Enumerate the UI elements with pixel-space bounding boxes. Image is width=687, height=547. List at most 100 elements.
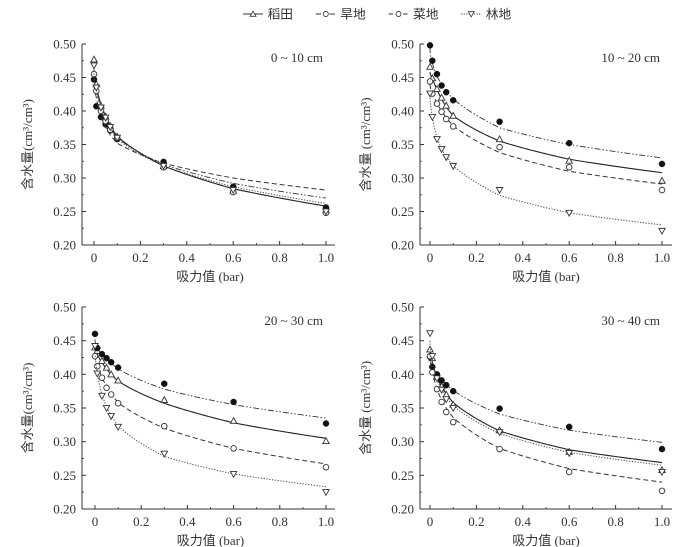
data-point xyxy=(565,423,573,431)
x-axis-label: 吸力值 (bar) xyxy=(177,533,245,547)
data-point xyxy=(449,387,457,395)
x-tick-label: 0.4 xyxy=(179,514,196,529)
data-point xyxy=(229,416,238,424)
fit-curve xyxy=(429,355,663,443)
x-tick-label: 0.4 xyxy=(179,250,196,265)
data-point xyxy=(565,139,573,147)
legend-label: 旱地 xyxy=(340,8,366,22)
series-3 xyxy=(91,343,330,497)
data-point xyxy=(322,208,330,216)
data-point xyxy=(658,445,666,453)
data-point xyxy=(442,381,450,389)
data-point xyxy=(496,143,503,151)
series-0 xyxy=(426,62,666,184)
data-point xyxy=(449,162,458,171)
chart-legend: 稻田 旱地 菜地 林地 xyxy=(243,8,511,22)
data-point xyxy=(98,350,106,358)
fit-curve xyxy=(94,347,327,488)
data-point xyxy=(565,450,574,458)
fit-curve xyxy=(429,92,663,226)
y-tick-label: 0.45 xyxy=(391,70,414,85)
data-point xyxy=(438,108,445,115)
data-point xyxy=(658,487,666,495)
data-point xyxy=(322,420,330,427)
data-point xyxy=(658,176,666,184)
fit-curve xyxy=(94,355,327,465)
data-point xyxy=(93,370,102,378)
data-point xyxy=(97,356,106,364)
fit-curve xyxy=(429,72,663,174)
data-point xyxy=(322,436,330,445)
panel-3: 0.20 0.25 0.30 0.35 0.40 0.45 0.50 0 0.2 0.4 0.6 0.… xyxy=(358,300,672,547)
legend-label: 稻田 xyxy=(268,8,293,22)
data-point xyxy=(102,404,111,413)
x-tick-label: 0.6 xyxy=(561,250,578,265)
y-tick-label: 0.30 xyxy=(53,434,76,449)
fit-curve xyxy=(429,354,663,483)
legend-item-2: 菜地 xyxy=(388,8,439,22)
data-point xyxy=(91,343,99,351)
data-point xyxy=(114,423,123,431)
data-point xyxy=(107,358,115,366)
y-tick-label: 0.20 xyxy=(391,238,414,253)
data-point xyxy=(107,370,116,378)
x-tick-label: 0.8 xyxy=(607,514,623,529)
y-tick-label: 0.40 xyxy=(53,104,76,119)
fit-curve xyxy=(429,347,663,464)
x-tick-label: 0.8 xyxy=(272,514,288,529)
panel-1: 0.20 0.25 0.30 0.35 0.40 0.45 0.50 0 0.2 0.4 0.6 0.… xyxy=(358,37,672,284)
data-point xyxy=(426,330,434,338)
data-point xyxy=(496,445,503,453)
y-tick-label: 0.20 xyxy=(391,502,414,517)
data-point xyxy=(432,136,441,144)
data-point xyxy=(97,392,106,401)
data-point xyxy=(442,101,451,109)
y-tick-label: 0.35 xyxy=(53,401,76,416)
data-point xyxy=(495,135,504,143)
data-point xyxy=(432,84,441,92)
legend-item-3: 林地 xyxy=(461,8,511,22)
data-point xyxy=(442,396,451,404)
data-point xyxy=(437,93,446,101)
y-tick-label: 0.50 xyxy=(53,300,76,315)
data-point xyxy=(94,363,101,370)
x-tick-label: 0.2 xyxy=(132,250,148,265)
panel-title: 30 ~ 40 cm xyxy=(601,313,660,328)
series-3 xyxy=(426,90,666,236)
data-point xyxy=(159,162,168,171)
series-0 xyxy=(426,345,666,473)
panel-title: 10 ~ 20 cm xyxy=(601,50,660,65)
series-1 xyxy=(90,74,330,211)
data-point xyxy=(442,88,450,96)
series-2 xyxy=(426,352,666,495)
data-point xyxy=(442,115,450,123)
data-point xyxy=(160,395,169,403)
data-point xyxy=(92,84,101,92)
panel-0: 0.20 0.25 0.30 0.35 0.40 0.45 0.50 0 0.2 0.4 0.6 0.… xyxy=(20,37,335,284)
data-point xyxy=(101,114,110,122)
x-axis-label: 吸力值 (bar) xyxy=(512,269,580,284)
data-point xyxy=(437,146,446,154)
legend-label: 菜地 xyxy=(413,8,439,22)
y-tick-label: 0.30 xyxy=(391,171,414,186)
data-point xyxy=(160,450,169,458)
legend-label: 林地 xyxy=(486,8,512,22)
data-point xyxy=(438,377,445,384)
y-tick-label: 0.50 xyxy=(53,37,76,52)
panel-title: 0 ~ 10 cm xyxy=(271,50,323,65)
x-tick-label: 0 xyxy=(427,514,434,529)
series-1 xyxy=(426,42,666,168)
y-tick-label: 0.45 xyxy=(53,333,76,348)
y-tick-label: 0.45 xyxy=(391,333,414,348)
data-point xyxy=(98,374,106,381)
x-tick-label: 1.0 xyxy=(318,514,334,529)
y-tick-label: 0.40 xyxy=(53,367,76,382)
y-tick-label: 0.25 xyxy=(391,204,414,219)
x-tick-label: 0 xyxy=(91,250,98,265)
legend-marker-circle-open xyxy=(395,11,402,17)
data-point xyxy=(496,405,503,412)
data-point xyxy=(429,57,436,64)
x-tick-label: 0.6 xyxy=(561,514,578,529)
fit-curve xyxy=(429,340,663,466)
data-point xyxy=(429,369,436,376)
